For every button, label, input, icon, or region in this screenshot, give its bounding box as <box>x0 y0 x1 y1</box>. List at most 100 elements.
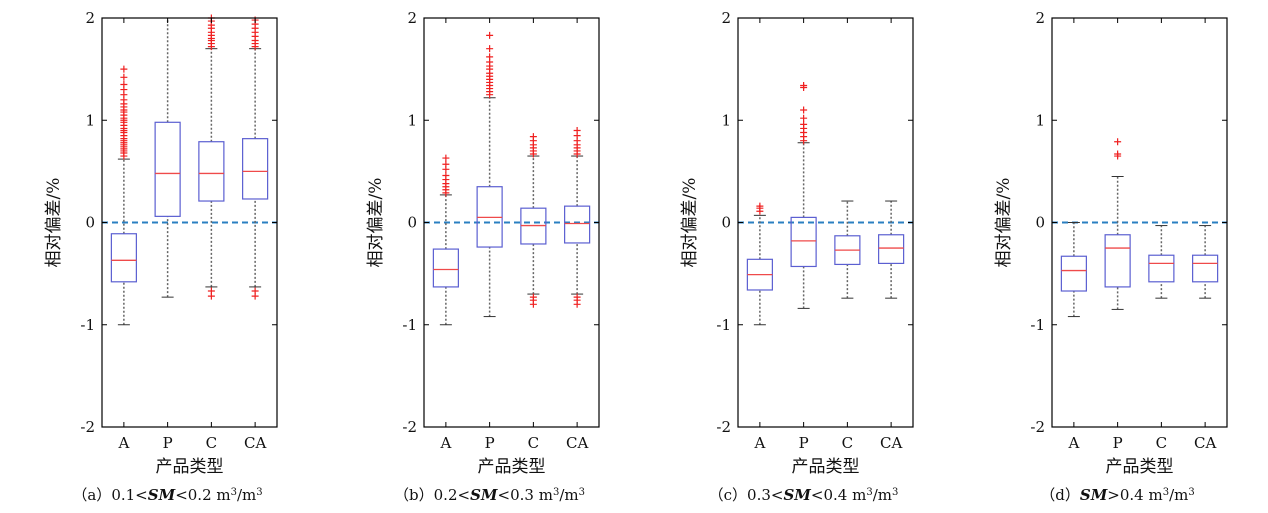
outlier-marker <box>756 202 764 210</box>
x-tick-label: C <box>206 434 217 452</box>
y-axis-title: 相对偏差/% <box>366 178 386 268</box>
caption-sup: 3 <box>1163 487 1169 498</box>
caption-sup: 3 <box>553 487 559 498</box>
outlier-marker <box>573 300 581 308</box>
box-iqr <box>432 248 459 288</box>
y-tick-label: -1 <box>402 316 417 334</box>
y-tick-label: -1 <box>1030 316 1045 334</box>
y-tick-label: -2 <box>80 418 95 436</box>
box-iqr <box>198 141 225 202</box>
y-axis-title: 相对偏差/% <box>44 178 64 268</box>
caption-end: /m <box>559 486 578 504</box>
outlier-marker <box>486 45 494 53</box>
box-A <box>746 202 773 326</box>
x-tick-label: P <box>1113 434 1123 452</box>
plot-frame <box>423 17 600 428</box>
y-tick-label: 1 <box>1035 111 1045 129</box>
caption-post: <0.4 m <box>811 486 866 504</box>
y-tick-label: -1 <box>716 316 731 334</box>
plot-frame <box>101 17 278 428</box>
outlier-marker <box>800 114 808 122</box>
box-C <box>1148 225 1175 299</box>
panel-caption: （b）0.2<SM<0.3 m3/m3 <box>394 486 585 504</box>
box-CA <box>564 126 591 308</box>
outlier-marker <box>529 300 537 308</box>
y-tick-label: 2 <box>721 9 731 27</box>
x-tick-label: CA <box>566 434 588 452</box>
box-P <box>1104 138 1131 310</box>
x-tick-label: A <box>753 434 765 452</box>
caption-prefix: （c） <box>709 486 747 504</box>
box-CA <box>878 200 905 299</box>
caption-pre: 0.2< <box>434 486 470 504</box>
outlier-marker <box>120 80 128 88</box>
x-axis-title: 产品类型 <box>478 457 546 477</box>
outlier-marker <box>251 292 259 300</box>
y-tick-label: 2 <box>1035 9 1045 27</box>
caption-prefix: （a） <box>72 486 111 504</box>
y-tick-label: 2 <box>85 9 95 27</box>
y-tick-label: 1 <box>721 111 731 129</box>
box-C <box>198 14 225 300</box>
outlier-marker <box>442 171 450 179</box>
caption-sup: 3 <box>231 487 237 498</box>
box-C <box>834 200 861 299</box>
box-iqr <box>878 234 905 265</box>
caption-end: /m <box>873 486 892 504</box>
caption-post: <0.3 m <box>498 486 553 504</box>
x-tick-label: A <box>439 434 451 452</box>
box-iqr <box>1060 255 1087 292</box>
box-iqr <box>1104 234 1131 288</box>
caption-pre: 0.3< <box>747 486 783 504</box>
box-iqr <box>1192 254 1219 283</box>
outlier-marker <box>120 73 128 81</box>
box-A <box>110 65 137 326</box>
caption-prefix: （d） <box>1040 486 1080 504</box>
outlier-marker <box>1114 138 1122 146</box>
box-iqr <box>242 138 269 200</box>
x-tick-label: P <box>163 434 173 452</box>
caption-sm: SM <box>783 486 811 504</box>
y-axis-title: 相对偏差/% <box>680 178 700 268</box>
caption-sup2: 3 <box>1188 487 1194 498</box>
caption-sm: SM <box>148 486 176 504</box>
box-CA <box>242 16 269 300</box>
y-tick-label: 0 <box>407 214 417 232</box>
y-axis-title: 相对偏差/% <box>994 178 1014 268</box>
y-tick-label: -2 <box>402 418 417 436</box>
x-tick-label: C <box>1156 434 1167 452</box>
outlier-marker <box>120 65 128 73</box>
box-iqr <box>110 233 137 283</box>
plot-frame <box>737 17 914 428</box>
caption-post: <0.2 m <box>175 486 230 504</box>
y-tick-label: 0 <box>721 214 731 232</box>
panel-caption: （a）0.1<SM<0.2 m3/m3 <box>72 486 262 504</box>
y-tick-label: -1 <box>80 316 95 334</box>
x-tick-label: A <box>1067 434 1079 452</box>
caption-end: /m <box>237 486 256 504</box>
y-tick-label: 1 <box>85 111 95 129</box>
outlier-marker <box>442 154 450 162</box>
outlier-marker <box>529 133 537 141</box>
outlier-marker <box>207 292 215 300</box>
outlier-marker <box>800 106 808 114</box>
outlier-marker <box>573 126 581 134</box>
y-tick-label: -2 <box>1030 418 1045 436</box>
outlier-marker <box>486 31 494 39</box>
y-tick-label: 0 <box>85 214 95 232</box>
box-CA <box>1192 225 1219 299</box>
caption-sup2: 3 <box>256 487 262 498</box>
x-tick-label: CA <box>244 434 266 452</box>
x-tick-label: C <box>842 434 853 452</box>
caption-sup: 3 <box>866 487 872 498</box>
box-P <box>790 81 817 309</box>
panel-caption: （c）0.3<SM<0.4 m3/m3 <box>709 486 899 504</box>
x-tick-label: C <box>528 434 539 452</box>
x-tick-label: CA <box>880 434 902 452</box>
caption-post: >0.4 m <box>1107 486 1162 504</box>
outlier-marker <box>486 53 494 61</box>
caption-end: /m <box>1169 486 1188 504</box>
